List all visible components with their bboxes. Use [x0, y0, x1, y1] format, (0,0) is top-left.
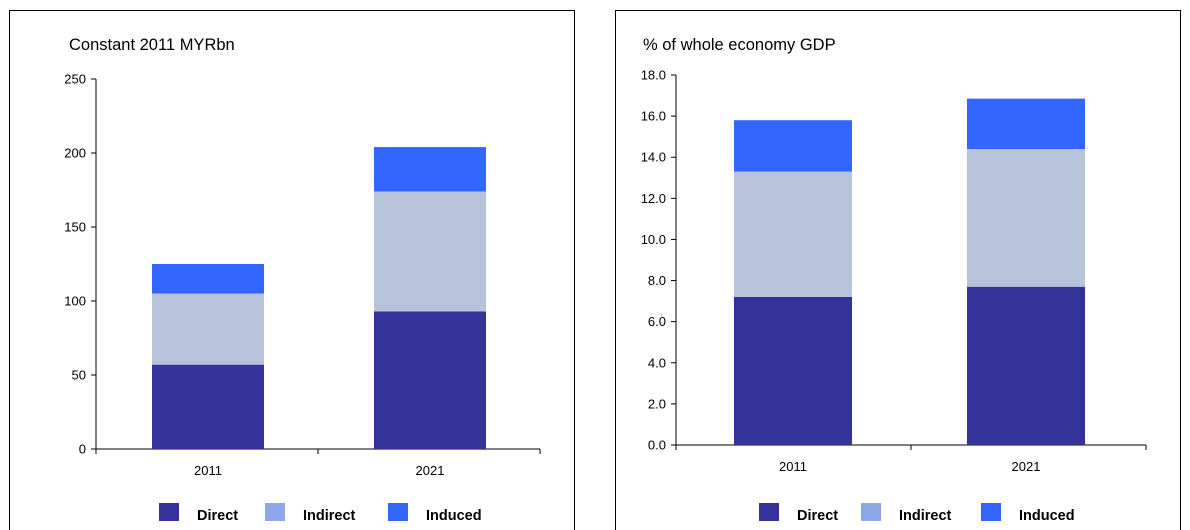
- left-bar-indirect-2011: [152, 293, 264, 365]
- right-y-tick-label: 2.0: [648, 396, 666, 411]
- left-bar-indirect-2021: [374, 191, 486, 312]
- left-y-tick-label: 250: [64, 72, 86, 87]
- left-bar-direct-2021: [374, 311, 486, 449]
- left-y-tick-label: 0: [79, 442, 86, 457]
- left-legend-swatch-indirect: [265, 503, 285, 521]
- right-bar-induced-2021: [967, 98, 1085, 149]
- right-legend-label-direct: Direct: [797, 508, 838, 521]
- left-legend-label-direct: Direct: [197, 508, 238, 521]
- left-bar-direct-2011: [152, 364, 264, 449]
- left-chart-title: Constant 2011 MYRbn: [69, 36, 235, 54]
- right-chart-title: % of whole economy GDP: [643, 36, 836, 54]
- left-x-tick-label: 2021: [416, 463, 445, 478]
- right-y-tick-label: 10.0: [641, 232, 666, 247]
- chart-panel-right: % of whole economy GDP 0.0 2.0 4.0 6.0 8.0 10.…: [615, 10, 1181, 530]
- left-y-tick-label: 50: [72, 368, 86, 383]
- right-y-tick-label: 18.0: [641, 68, 666, 83]
- right-x-tick-label: 2021: [1012, 459, 1041, 474]
- right-legend-swatch-induced: [981, 503, 1001, 521]
- left-bar-induced-2011: [152, 264, 264, 294]
- right-legend-label-indirect: Indirect: [899, 508, 952, 521]
- right-y-tick-label: 6.0: [648, 314, 666, 329]
- chart-panel-left: Constant 2011 MYRbn 0 50 100 150 200 250 2011 20…: [9, 10, 575, 530]
- left-y-tick-label: 150: [64, 220, 86, 235]
- right-y-tick-label: 16.0: [641, 109, 666, 124]
- chart-left: Constant 2011 MYRbn 0 50 100 150 200 250 2011 20…: [64, 36, 541, 521]
- right-y-tick-label: 4.0: [648, 355, 666, 370]
- right-bar-direct-2021: [967, 286, 1085, 445]
- right-y-tick-label: 8.0: [648, 273, 666, 288]
- right-bar-induced-2011: [734, 120, 852, 172]
- right-bar-indirect-2011: [734, 171, 852, 297]
- left-y-tick-label: 100: [64, 294, 86, 309]
- left-legend-swatch-direct: [159, 503, 179, 521]
- right-legend-label-induced: Induced: [1019, 508, 1075, 521]
- left-y-tick-label: 200: [64, 146, 86, 161]
- right-legend-swatch-direct: [759, 503, 779, 521]
- chart-right: % of whole economy GDP 0.0 2.0 4.0 6.0 8.0 10.…: [641, 36, 1147, 521]
- right-legend-swatch-indirect: [861, 503, 881, 521]
- right-y-tick-label: 0.0: [648, 438, 666, 453]
- right-y-tick-label: 14.0: [641, 150, 666, 165]
- right-y-tick-label: 12.0: [641, 191, 666, 206]
- left-legend-swatch-induced: [388, 503, 408, 521]
- left-legend-label-indirect: Indirect: [303, 508, 356, 521]
- left-legend-label-induced: Induced: [426, 508, 482, 521]
- left-bar-induced-2021: [374, 147, 486, 192]
- right-bar-indirect-2021: [967, 149, 1085, 287]
- right-x-tick-label: 2011: [779, 459, 807, 474]
- left-x-tick-label: 2011: [194, 463, 222, 478]
- right-bar-direct-2011: [734, 297, 852, 445]
